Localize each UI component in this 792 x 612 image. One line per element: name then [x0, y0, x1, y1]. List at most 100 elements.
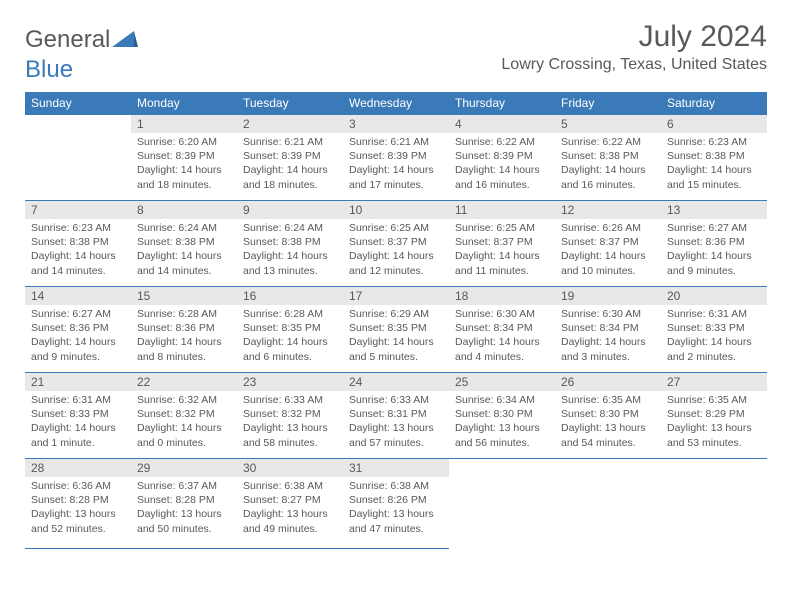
sunrise-text: Sunrise: 6:27 AM — [31, 307, 125, 321]
calendar-cell: 8Sunrise: 6:24 AMSunset: 8:38 PMDaylight… — [131, 201, 237, 287]
day-details: Sunrise: 6:28 AMSunset: 8:36 PMDaylight:… — [131, 305, 237, 370]
daylight-text: Daylight: 14 hours and 0 minutes. — [137, 421, 231, 449]
sunset-text: Sunset: 8:38 PM — [243, 235, 337, 249]
sunset-text: Sunset: 8:31 PM — [349, 407, 443, 421]
daylight-text: Daylight: 13 hours and 53 minutes. — [667, 421, 761, 449]
calendar-cell — [449, 459, 555, 549]
daylight-text: Daylight: 14 hours and 9 minutes. — [667, 249, 761, 277]
logo-triangle-icon — [112, 29, 138, 52]
day-number: 28 — [25, 459, 131, 477]
day-number: 19 — [555, 287, 661, 305]
calendar-cell: 13Sunrise: 6:27 AMSunset: 8:36 PMDayligh… — [661, 201, 767, 287]
day-details: Sunrise: 6:36 AMSunset: 8:28 PMDaylight:… — [25, 477, 131, 542]
sunrise-text: Sunrise: 6:28 AM — [137, 307, 231, 321]
daylight-text: Daylight: 14 hours and 17 minutes. — [349, 163, 443, 191]
day-number: 20 — [661, 287, 767, 305]
day-details: Sunrise: 6:24 AMSunset: 8:38 PMDaylight:… — [131, 219, 237, 284]
day-number: 7 — [25, 201, 131, 219]
day-number: 3 — [343, 115, 449, 133]
daylight-text: Daylight: 14 hours and 14 minutes. — [31, 249, 125, 277]
sunrise-text: Sunrise: 6:38 AM — [349, 479, 443, 493]
day-number: 11 — [449, 201, 555, 219]
day-details: Sunrise: 6:34 AMSunset: 8:30 PMDaylight:… — [449, 391, 555, 456]
sunset-text: Sunset: 8:37 PM — [561, 235, 655, 249]
sunrise-text: Sunrise: 6:31 AM — [667, 307, 761, 321]
sunset-text: Sunset: 8:36 PM — [137, 321, 231, 335]
day-details: Sunrise: 6:38 AMSunset: 8:26 PMDaylight:… — [343, 477, 449, 542]
calendar-cell: 22Sunrise: 6:32 AMSunset: 8:32 PMDayligh… — [131, 373, 237, 459]
day-details: Sunrise: 6:28 AMSunset: 8:35 PMDaylight:… — [237, 305, 343, 370]
day-number: 5 — [555, 115, 661, 133]
sunrise-text: Sunrise: 6:34 AM — [455, 393, 549, 407]
day-header: Wednesday — [343, 92, 449, 115]
calendar-cell: 5Sunrise: 6:22 AMSunset: 8:38 PMDaylight… — [555, 115, 661, 201]
calendar-cell: 27Sunrise: 6:35 AMSunset: 8:29 PMDayligh… — [661, 373, 767, 459]
day-number: 18 — [449, 287, 555, 305]
day-details: Sunrise: 6:38 AMSunset: 8:27 PMDaylight:… — [237, 477, 343, 542]
daylight-text: Daylight: 14 hours and 1 minute. — [31, 421, 125, 449]
calendar-cell — [555, 459, 661, 549]
calendar-cell: 2Sunrise: 6:21 AMSunset: 8:39 PMDaylight… — [237, 115, 343, 201]
calendar-cell — [25, 115, 131, 201]
sunrise-text: Sunrise: 6:32 AM — [137, 393, 231, 407]
day-number: 15 — [131, 287, 237, 305]
calendar-week-row: 1Sunrise: 6:20 AMSunset: 8:39 PMDaylight… — [25, 115, 767, 201]
day-details: Sunrise: 6:23 AMSunset: 8:38 PMDaylight:… — [661, 133, 767, 198]
sunrise-text: Sunrise: 6:21 AM — [349, 135, 443, 149]
sunset-text: Sunset: 8:30 PM — [455, 407, 549, 421]
sunset-text: Sunset: 8:39 PM — [243, 149, 337, 163]
calendar-cell: 30Sunrise: 6:38 AMSunset: 8:27 PMDayligh… — [237, 459, 343, 549]
calendar-cell: 23Sunrise: 6:33 AMSunset: 8:32 PMDayligh… — [237, 373, 343, 459]
sunset-text: Sunset: 8:38 PM — [31, 235, 125, 249]
day-number: 23 — [237, 373, 343, 391]
calendar-week-row: 7Sunrise: 6:23 AMSunset: 8:38 PMDaylight… — [25, 201, 767, 287]
daylight-text: Daylight: 13 hours and 52 minutes. — [31, 507, 125, 535]
day-details: Sunrise: 6:24 AMSunset: 8:38 PMDaylight:… — [237, 219, 343, 284]
daylight-text: Daylight: 13 hours and 47 minutes. — [349, 507, 443, 535]
calendar-cell: 28Sunrise: 6:36 AMSunset: 8:28 PMDayligh… — [25, 459, 131, 549]
day-number: 30 — [237, 459, 343, 477]
sunrise-text: Sunrise: 6:35 AM — [561, 393, 655, 407]
sunrise-text: Sunrise: 6:30 AM — [455, 307, 549, 321]
calendar-table: Sunday Monday Tuesday Wednesday Thursday… — [25, 92, 767, 549]
sunrise-text: Sunrise: 6:35 AM — [667, 393, 761, 407]
day-number: 25 — [449, 373, 555, 391]
sunrise-text: Sunrise: 6:23 AM — [31, 221, 125, 235]
day-details: Sunrise: 6:31 AMSunset: 8:33 PMDaylight:… — [661, 305, 767, 370]
sunset-text: Sunset: 8:26 PM — [349, 493, 443, 507]
day-details: Sunrise: 6:20 AMSunset: 8:39 PMDaylight:… — [131, 133, 237, 198]
month-title: July 2024 — [501, 20, 767, 54]
calendar-cell: 29Sunrise: 6:37 AMSunset: 8:28 PMDayligh… — [131, 459, 237, 549]
day-details: Sunrise: 6:22 AMSunset: 8:39 PMDaylight:… — [449, 133, 555, 198]
sunrise-text: Sunrise: 6:28 AM — [243, 307, 337, 321]
day-number: 22 — [131, 373, 237, 391]
daylight-text: Daylight: 14 hours and 11 minutes. — [455, 249, 549, 277]
calendar-cell: 16Sunrise: 6:28 AMSunset: 8:35 PMDayligh… — [237, 287, 343, 373]
day-details: Sunrise: 6:23 AMSunset: 8:38 PMDaylight:… — [25, 219, 131, 284]
daylight-text: Daylight: 14 hours and 2 minutes. — [667, 335, 761, 363]
sunrise-text: Sunrise: 6:20 AM — [137, 135, 231, 149]
calendar-cell: 10Sunrise: 6:25 AMSunset: 8:37 PMDayligh… — [343, 201, 449, 287]
day-number: 27 — [661, 373, 767, 391]
daylight-text: Daylight: 14 hours and 5 minutes. — [349, 335, 443, 363]
day-number: 16 — [237, 287, 343, 305]
sunrise-text: Sunrise: 6:33 AM — [243, 393, 337, 407]
daylight-text: Daylight: 13 hours and 49 minutes. — [243, 507, 337, 535]
sunrise-text: Sunrise: 6:21 AM — [243, 135, 337, 149]
sunrise-text: Sunrise: 6:26 AM — [561, 221, 655, 235]
sunrise-text: Sunrise: 6:30 AM — [561, 307, 655, 321]
day-header: Tuesday — [237, 92, 343, 115]
daylight-text: Daylight: 14 hours and 10 minutes. — [561, 249, 655, 277]
calendar-cell: 18Sunrise: 6:30 AMSunset: 8:34 PMDayligh… — [449, 287, 555, 373]
sunrise-text: Sunrise: 6:38 AM — [243, 479, 337, 493]
sunset-text: Sunset: 8:37 PM — [455, 235, 549, 249]
day-details: Sunrise: 6:26 AMSunset: 8:37 PMDaylight:… — [555, 219, 661, 284]
sunset-text: Sunset: 8:32 PM — [243, 407, 337, 421]
day-details: Sunrise: 6:22 AMSunset: 8:38 PMDaylight:… — [555, 133, 661, 198]
day-details: Sunrise: 6:27 AMSunset: 8:36 PMDaylight:… — [661, 219, 767, 284]
calendar-cell: 15Sunrise: 6:28 AMSunset: 8:36 PMDayligh… — [131, 287, 237, 373]
sunset-text: Sunset: 8:35 PM — [349, 321, 443, 335]
sunset-text: Sunset: 8:28 PM — [31, 493, 125, 507]
day-header-row: Sunday Monday Tuesday Wednesday Thursday… — [25, 92, 767, 115]
day-details: Sunrise: 6:29 AMSunset: 8:35 PMDaylight:… — [343, 305, 449, 370]
